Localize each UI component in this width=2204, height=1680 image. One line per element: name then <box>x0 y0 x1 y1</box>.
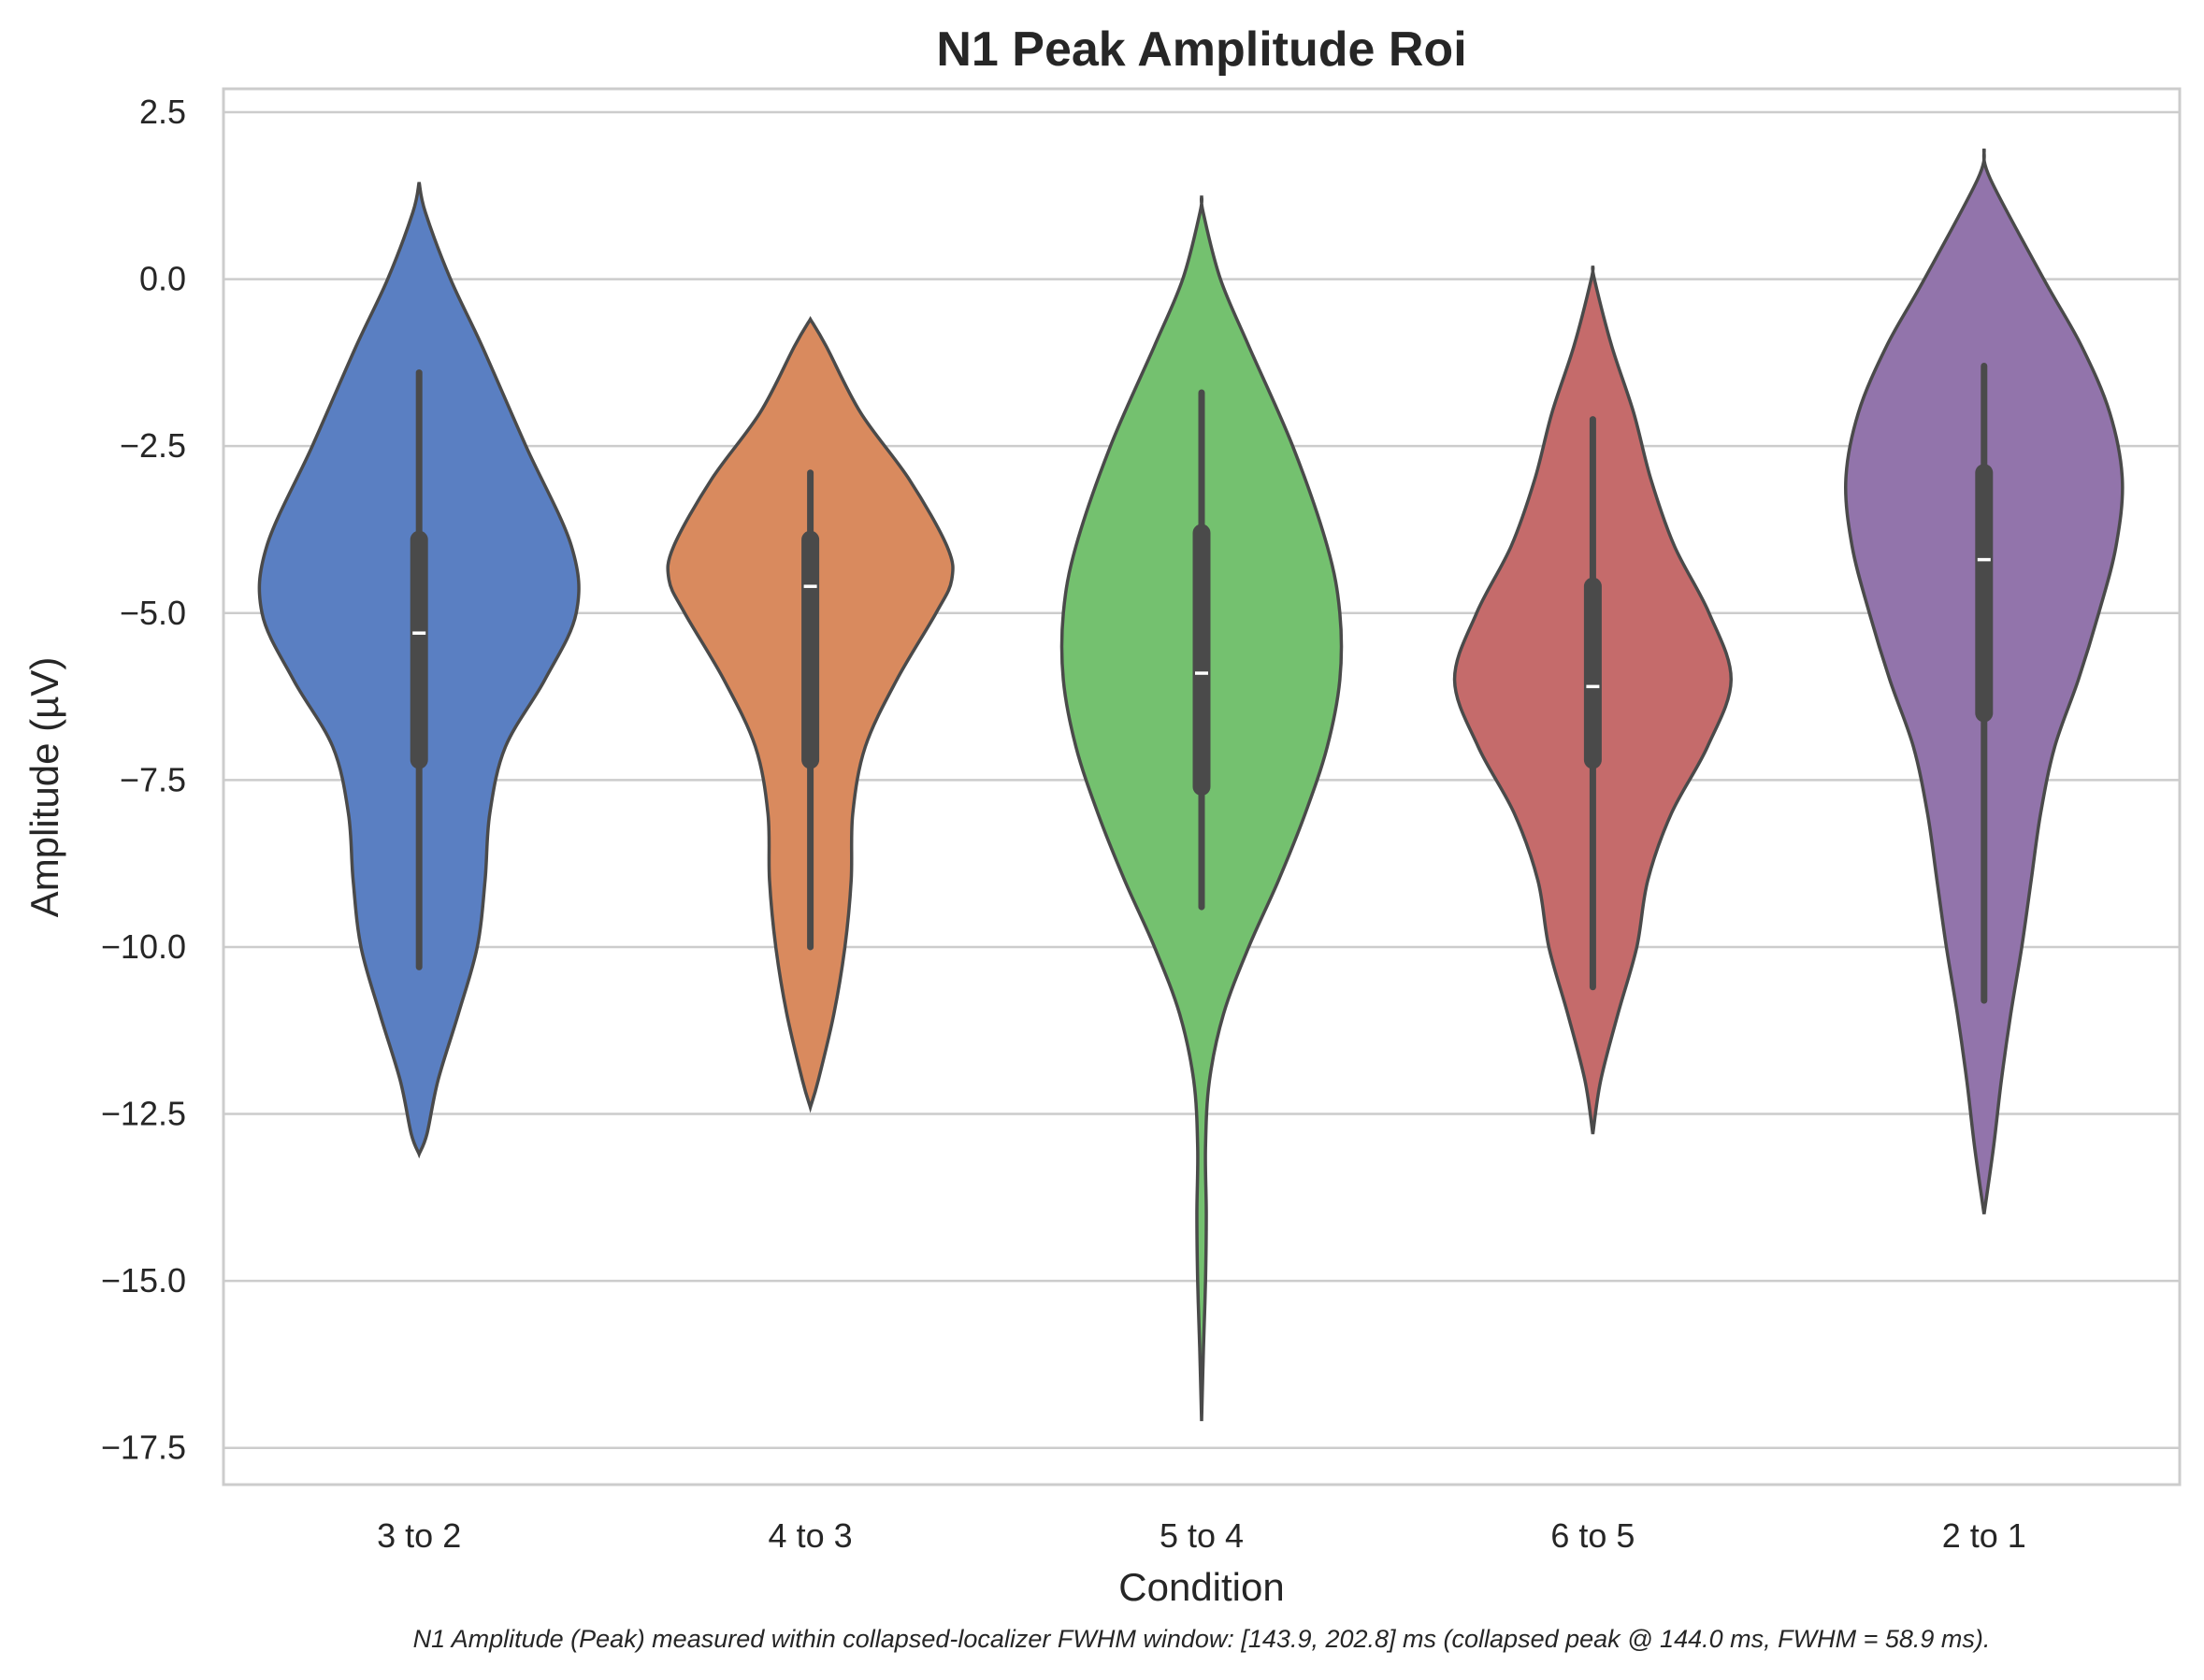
y-tick-label: −2.5 <box>120 426 186 465</box>
x-tick-label: 5 to 4 <box>1160 1516 1244 1555</box>
y-tick-labels: 2.5 0.0 −2.5 −5.0 −7.5 −10.0 −12.5 −15.0 −17.5 <box>101 93 186 1467</box>
y-tick-label: −5.0 <box>120 594 186 632</box>
x-axis-label: Condition <box>1118 1565 1284 1609</box>
violin-group <box>257 181 581 1159</box>
violin-group <box>1452 266 1733 1135</box>
y-tick-label: −17.5 <box>101 1429 186 1467</box>
y-axis-label: Amplitude (µV) <box>22 657 66 918</box>
y-tick-label: −7.5 <box>120 760 186 798</box>
y-tick-label: −15.0 <box>101 1261 186 1299</box>
plot-frame <box>222 87 2182 1486</box>
x-tick-labels: 3 to 2 4 to 3 5 to 4 6 to 5 2 to 1 <box>377 1516 2026 1555</box>
y-tick-label: 2.5 <box>139 93 186 131</box>
y-tick-label: 0.0 <box>139 260 186 298</box>
violin-group <box>1844 148 2125 1214</box>
chart-title: N1 Peak Amplitude Roi <box>936 22 1466 77</box>
x-tick-label: 4 to 3 <box>769 1516 853 1555</box>
x-tick-label: 6 to 5 <box>1550 1516 1635 1555</box>
violin-group <box>1059 195 1344 1422</box>
violins <box>257 148 2125 1422</box>
y-tick-label: −10.0 <box>101 927 186 966</box>
chart-caption: N1 Amplitude (Peak) measured within coll… <box>413 1625 1991 1653</box>
x-tick-label: 3 to 2 <box>377 1516 461 1555</box>
x-tick-label: 2 to 1 <box>1942 1516 2026 1555</box>
y-tick-label: −12.5 <box>101 1095 186 1133</box>
violin-group <box>666 315 955 1113</box>
